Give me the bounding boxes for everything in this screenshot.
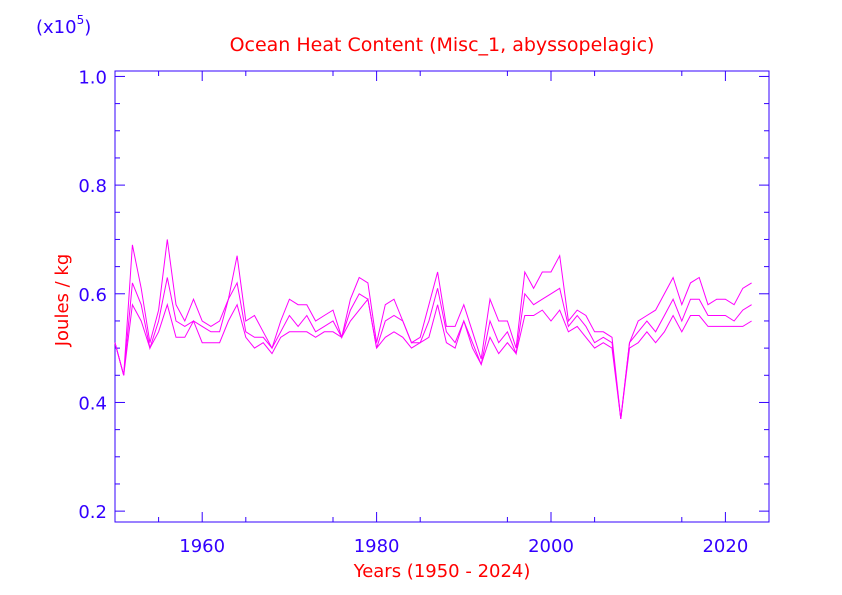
series-line-middle [114, 277, 752, 419]
axis-ticks: 1960 1980 2000 2020 0.2 0.4 0.6 0.8 1.0 [78, 67, 770, 557]
y-tick-label: 0.8 [78, 176, 107, 197]
x-tick-label: 1960 [179, 536, 225, 557]
y-axis-label: Joules / kg [52, 254, 73, 348]
y-multiplier-base: (x10 [36, 17, 77, 38]
series-line-upper [114, 239, 752, 419]
x-tick-label: 2020 [702, 536, 748, 557]
y-multiplier-exponent: 5 [77, 13, 85, 27]
x-tick-label: 1980 [354, 536, 400, 557]
x-tick-label: 2000 [528, 536, 574, 557]
chart-title: Ocean Heat Content (Misc_1, abyssopelagi… [230, 34, 655, 56]
y-multiplier-close: ) [84, 17, 91, 38]
y-tick-label: 0.6 [78, 285, 107, 306]
y-tick-label: 1.0 [78, 67, 107, 88]
y-tick-label: 0.4 [78, 393, 107, 414]
series-line-lower [114, 298, 752, 419]
plot-frame [114, 70, 770, 523]
x-axis-label: Years (1950 - 2024) [353, 561, 531, 582]
y-tick-label: 0.2 [78, 502, 107, 523]
data-series [114, 239, 752, 419]
y-multiplier: (x105) [36, 13, 91, 38]
